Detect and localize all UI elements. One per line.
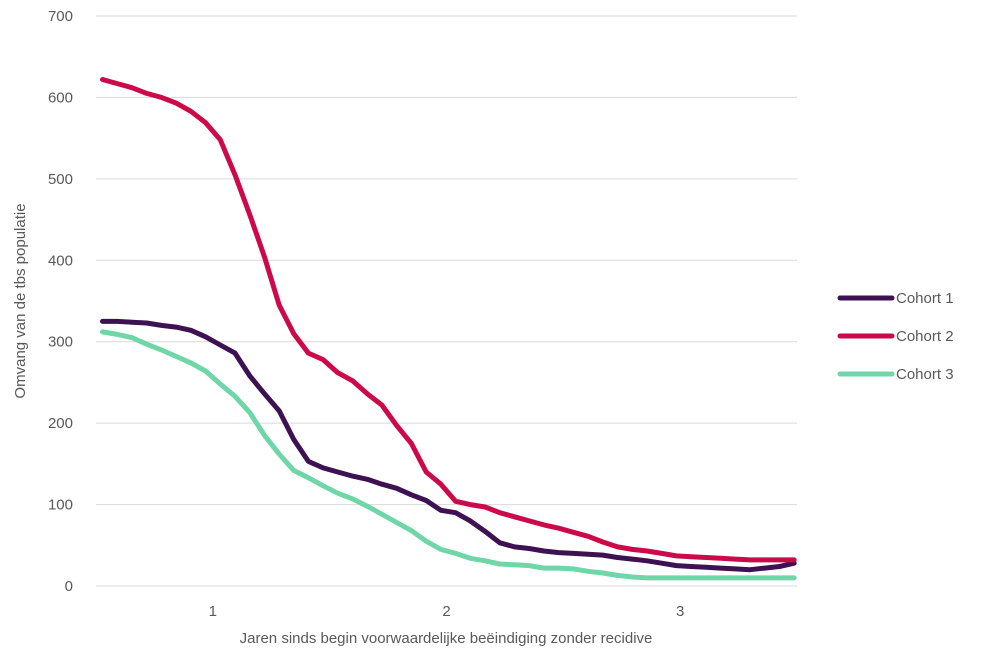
y-tick-label: 500: [48, 171, 73, 188]
gridlines: [96, 15, 797, 587]
series-line-cohort-2: [100, 77, 797, 563]
x-axis-ticks: 1 2 3: [209, 603, 685, 620]
legend-item: Cohort 2: [837, 328, 954, 345]
series-line-cohort-1: [100, 318, 797, 573]
legend-item: Cohort 3: [837, 366, 954, 383]
y-tick-label: 700: [48, 8, 73, 25]
legend-label: Cohort 1: [896, 290, 954, 307]
y-tick-label: 100: [48, 497, 73, 514]
legend-item: Cohort 1: [837, 290, 954, 307]
y-tick-label: 0: [65, 578, 73, 595]
series-line-cohort-3: [100, 329, 797, 581]
x-tick-label: 1: [209, 603, 217, 620]
legend: Cohort 1 Cohort 2 Cohort 3: [837, 290, 954, 383]
y-tick-label: 600: [48, 89, 73, 106]
x-tick-label: 2: [442, 603, 450, 620]
legend-label: Cohort 3: [896, 366, 954, 383]
legend-label: Cohort 2: [896, 328, 954, 345]
y-tick-label: 300: [48, 334, 73, 351]
y-tick-label: 400: [48, 252, 73, 269]
y-axis-title: Omvang van de tbs populatie: [12, 203, 29, 398]
y-axis-ticks: 0 100 200 300 400 500 600 700: [48, 8, 73, 595]
x-axis-title: Jaren sinds begin voorwaardelijke beëind…: [240, 630, 653, 647]
series-lines: [100, 77, 797, 581]
y-tick-label: 200: [48, 415, 73, 432]
x-tick-label: 3: [676, 603, 684, 620]
